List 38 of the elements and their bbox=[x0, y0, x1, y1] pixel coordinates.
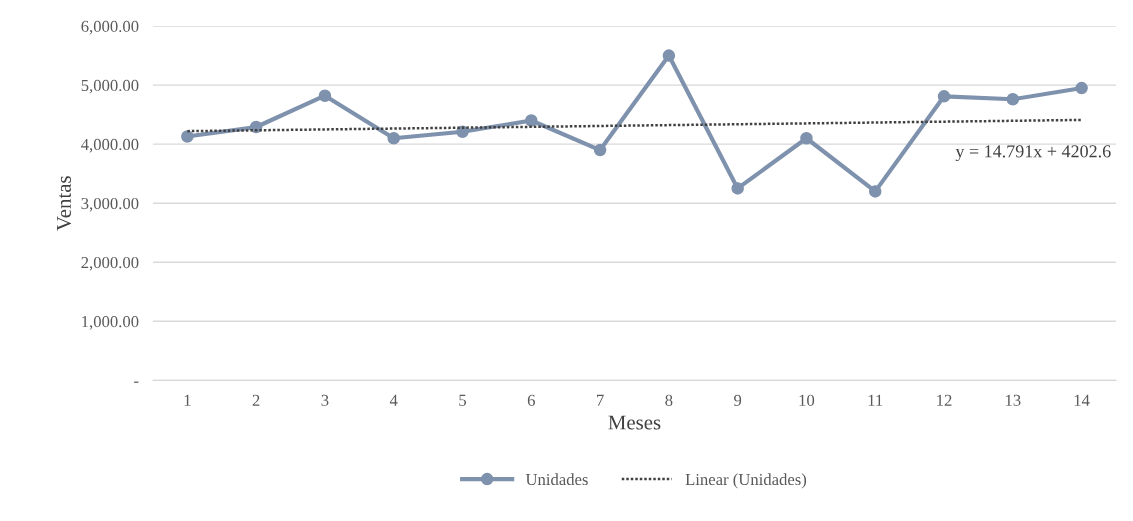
x-tick-label: 9 bbox=[734, 394, 742, 406]
point bbox=[525, 114, 538, 127]
x-tick-label: 12 bbox=[937, 394, 952, 406]
y-tick-label: 5,000.00 bbox=[81, 79, 139, 94]
point bbox=[937, 90, 951, 103]
x-tick-label: 13 bbox=[1005, 394, 1021, 406]
x-tick-label: 4 bbox=[389, 394, 398, 406]
y-tick-label: 2,000.00 bbox=[81, 256, 139, 271]
x-tick-label: 5 bbox=[459, 394, 467, 406]
x-tick-label: 7 bbox=[597, 394, 604, 406]
point bbox=[181, 130, 194, 143]
legend-label: Linear (Unidades) bbox=[685, 473, 807, 489]
y-tick-label: 3,000.00 bbox=[81, 197, 139, 212]
x-tick-label: 3 bbox=[321, 394, 329, 406]
y-axis-title: Ventas bbox=[57, 176, 72, 231]
point bbox=[318, 89, 332, 102]
annotation: y = 14.791x + 4202.6 bbox=[955, 145, 1111, 162]
point bbox=[731, 182, 744, 195]
point bbox=[387, 131, 400, 145]
x-axis-title: Meses bbox=[608, 415, 661, 430]
y-tick-label: 1,000.00 bbox=[82, 315, 139, 330]
y-tick-label: 6,000.00 bbox=[81, 20, 139, 35]
point bbox=[868, 185, 882, 198]
x-tick-label: 2 bbox=[252, 394, 260, 406]
point bbox=[800, 131, 813, 145]
x-tick-label: 14 bbox=[1074, 394, 1090, 406]
x-tick-label: 11 bbox=[868, 394, 883, 406]
x-tick-label: 8 bbox=[665, 394, 673, 406]
point bbox=[662, 49, 676, 62]
y-tick-label: 4,000.00 bbox=[81, 138, 139, 153]
x-tick-label: 6 bbox=[527, 394, 535, 406]
legend-label: Unidades bbox=[525, 473, 588, 486]
x-tick-label: 10 bbox=[799, 394, 815, 406]
point bbox=[1006, 93, 1020, 106]
x-tick-label: 1 bbox=[184, 394, 191, 406]
point bbox=[593, 143, 607, 157]
y-tick-label: - bbox=[134, 381, 139, 383]
point bbox=[1075, 81, 1088, 95]
